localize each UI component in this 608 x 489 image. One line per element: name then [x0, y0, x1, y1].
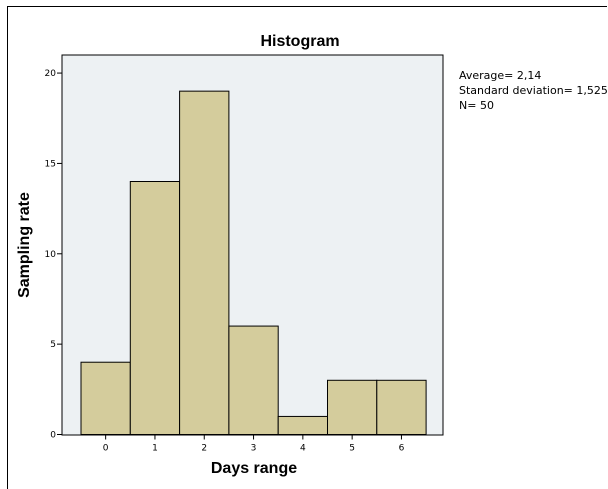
stat-std-dev: Standard deviation= 1,525: [459, 84, 608, 97]
bar-0: [80, 361, 131, 436]
y-axis-label: Sampling rate: [16, 192, 33, 298]
x-tick-label-1: 1: [152, 444, 158, 454]
x-tick-label-6: 6: [399, 444, 405, 454]
y-tick-label-15: 15: [45, 159, 56, 169]
chart-frame: [7, 6, 607, 489]
y-tick-label-20: 20: [45, 69, 57, 79]
stats-box: Average= 2,14 Standard deviation= 1,525 …: [459, 69, 608, 112]
stat-n: N= 50: [459, 99, 494, 112]
bar-2: [179, 90, 230, 436]
y-tick-label-0: 0: [50, 431, 56, 441]
x-tick-label-2: 2: [201, 444, 207, 454]
x-axis-label: Days range: [211, 460, 297, 477]
y-tick-label-5: 5: [50, 340, 56, 350]
axes-group: 0 1 2 3 4 5 6 0 5 10 15 20: [45, 69, 405, 453]
bars-group: [80, 90, 427, 436]
x-tick-label-4: 4: [300, 444, 306, 454]
bar-6: [376, 379, 427, 435]
x-tick-label-0: 0: [103, 444, 109, 454]
bar-4: [277, 415, 329, 435]
chart-title: Histogram: [260, 33, 339, 50]
y-tick-label-10: 10: [45, 250, 57, 260]
bar-1: [129, 181, 181, 435]
bar-3: [228, 325, 279, 436]
x-tick-label-5: 5: [349, 444, 355, 454]
x-tick-label-3: 3: [251, 444, 257, 454]
stat-average: Average= 2,14: [459, 69, 541, 82]
bar-5: [327, 379, 378, 435]
